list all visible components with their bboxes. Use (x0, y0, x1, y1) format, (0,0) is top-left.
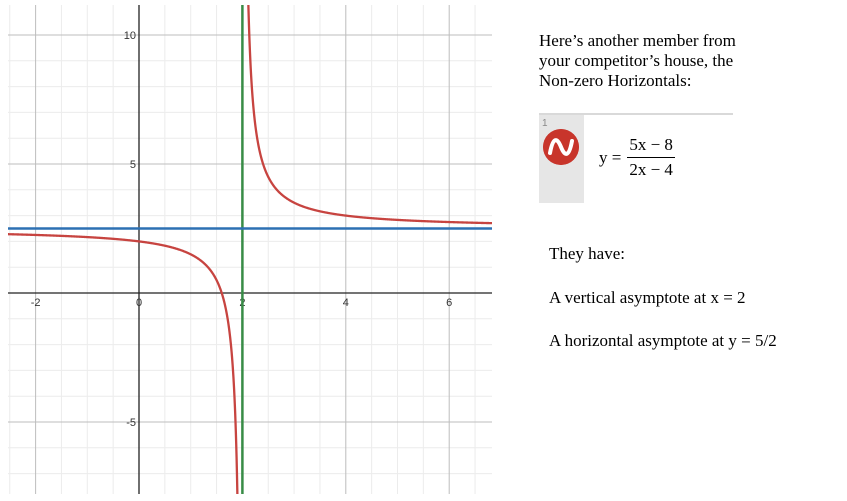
intro-line-2: your competitor’s house, the (539, 51, 734, 70)
x-tick-label: 4 (343, 297, 349, 309)
function-curve-branch-2 (247, 5, 492, 225)
intro-line-1: Here’s another member from (539, 31, 736, 50)
horizontal-asymptote-fact: A horizontal asymptote at y = 5/2 (549, 331, 777, 350)
formula-fraction: 5x − 8 2x − 4 (627, 135, 675, 180)
expression-formula[interactable]: y = 5x − 8 2x − 4 (599, 135, 675, 180)
y-tick-label: 5 (130, 159, 136, 171)
formula-numerator: 5x − 8 (627, 135, 675, 158)
x-tick-label: 0 (136, 297, 142, 309)
expression-tab[interactable]: 1 (539, 115, 584, 203)
axes (8, 5, 492, 494)
minor-grid (8, 5, 492, 494)
x-tick-label: -2 (31, 297, 41, 309)
vertical-asymptote-fact: A vertical asymptote at x = 2 (549, 288, 746, 307)
expression-index: 1 (542, 118, 548, 129)
expression-panel[interactable]: 1 y = 5x − 8 2x − 4 (539, 113, 733, 203)
formula-denominator: 2x − 4 (629, 160, 673, 179)
y-tick-label: -5 (126, 417, 136, 429)
they-have-label: They have: (549, 244, 625, 263)
desmos-logo-icon (543, 129, 579, 165)
formula-lhs: y = (599, 147, 622, 167)
intro-text: Here’s another member from your competit… (539, 31, 789, 91)
curves (8, 5, 492, 494)
y-tick-label: 10 (124, 30, 136, 42)
major-grid (8, 5, 492, 494)
function-curve-branch-1 (8, 233, 239, 494)
x-tick-label: 6 (446, 297, 452, 309)
intro-line-3: Non-zero Horizontals: (539, 71, 692, 90)
